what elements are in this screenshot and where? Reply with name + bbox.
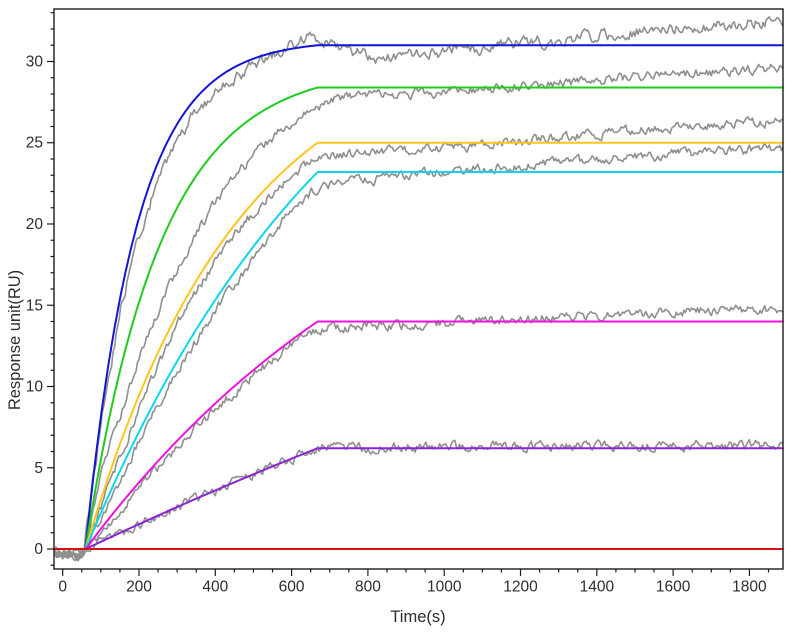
y-tick-label: 15 — [26, 297, 43, 314]
x-tick-label: 200 — [126, 578, 152, 595]
y-tick-label: 30 — [26, 53, 44, 70]
raw-trace-2-green-analyte — [54, 63, 784, 562]
x-tick-label: 1600 — [656, 578, 691, 595]
raw-traces-layer — [54, 16, 784, 562]
fit-curve-3-yellow — [53, 141, 784, 550]
x-tick-label: 0 — [58, 578, 67, 595]
fit-curve-2-green — [53, 86, 784, 550]
raw-trace-1-blue-analyte — [54, 16, 784, 559]
y-tick-label: 0 — [34, 541, 43, 558]
fit-curve-4-cyan — [53, 171, 784, 550]
x-tick-label: 1000 — [427, 578, 462, 595]
y-tick-label: 10 — [26, 379, 44, 396]
x-tick-label: 800 — [355, 578, 381, 595]
fitted-curves-layer — [53, 44, 784, 550]
y-tick-label: 25 — [26, 135, 43, 152]
fit-curve-6-purple — [53, 447, 784, 550]
x-tick-label: 600 — [279, 578, 305, 595]
x-tick-label: 1400 — [580, 578, 615, 595]
x-tick-label: 1200 — [503, 578, 538, 595]
raw-trace-5-magenta-analyte — [54, 304, 784, 559]
x-tick-label: 1800 — [732, 578, 767, 595]
axes-layer: 0 200 400 600 800 1000 1200 1400 1600 1800 0 5 10 15 2… — [26, 8, 784, 595]
plot-border — [53, 8, 784, 570]
x-axis-title: Time(s) — [390, 608, 445, 626]
x-tick-label: 400 — [202, 578, 228, 595]
y-axis-title: Response unit(RU) — [6, 270, 24, 410]
raw-trace-6-purple-analyte — [54, 438, 784, 562]
fit-curve-5-magenta — [53, 320, 784, 550]
y-tick-label: 20 — [26, 216, 44, 233]
y-tick-label: 5 — [34, 460, 43, 477]
fit-curve-1-blue — [53, 44, 784, 550]
raw-trace-3-yellow-analyte — [54, 116, 783, 559]
